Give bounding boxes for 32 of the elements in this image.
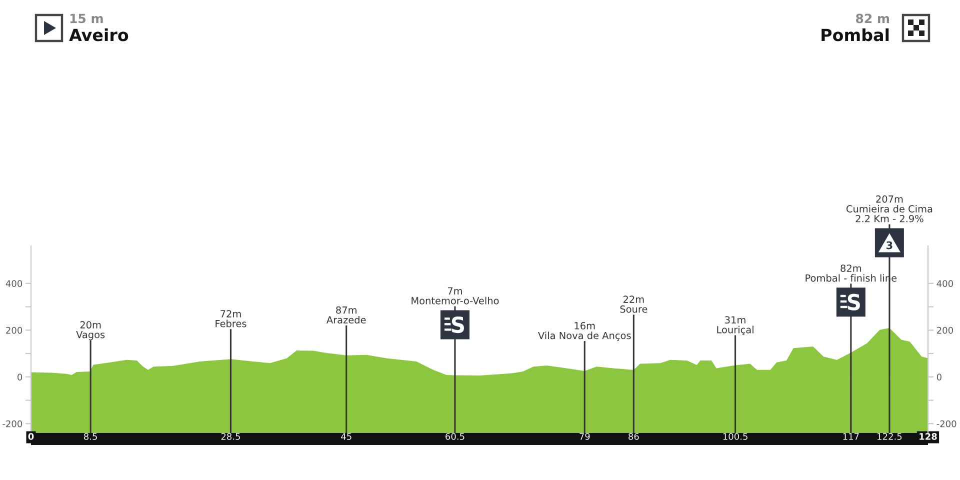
y-tick-label: 0 <box>18 374 22 380</box>
text: 15 m <box>70 14 103 24</box>
ref-line-label: 16m Vila Nova de Anços <box>538 322 631 341</box>
x-tick-label: 8.5 <box>84 433 97 440</box>
y-tick-label: 200 <box>6 326 22 334</box>
y2-tick-label: 400 <box>936 280 953 287</box>
y2-tick-label: 200 <box>936 326 953 334</box>
ref-line-label: 7m Montemor-o-Velho <box>412 287 499 304</box>
ref-line-label: 31m Louriçal <box>717 316 754 336</box>
text: Pombal <box>822 28 889 42</box>
x-tick-label: 79 <box>580 433 590 440</box>
x-tick-label: 60.5 <box>446 433 464 440</box>
y2-tick-label: 0 <box>936 374 942 380</box>
text: 82 m <box>856 14 890 24</box>
y-tick-label: 400 <box>6 280 22 287</box>
x-tick-label: 45 <box>341 433 352 440</box>
x-tick-label: 128 <box>920 433 937 440</box>
x-tick-label: 122.5 <box>878 433 902 440</box>
x-tick-label: 86 <box>628 433 639 440</box>
ref-line-label: 22m Soure <box>620 296 648 313</box>
x-tick-label: 100.5 <box>723 433 748 440</box>
y-tick-label: -200 <box>2 420 22 428</box>
ref-line-label: 87m Arazede <box>326 306 366 324</box>
text: Aveiro <box>69 28 128 42</box>
annotation: 3 <box>886 241 892 250</box>
ref-line-label: 207m Cumieira de Cima 2.2 Km - 2.9% <box>846 195 932 222</box>
ref-line-label: 20m Vagos <box>76 321 105 340</box>
x-tick-label: 28.5 <box>221 433 240 440</box>
y2-tick-label: -200 <box>936 420 956 428</box>
x-tick-label: 117 <box>843 433 859 440</box>
ref-line-label: 72m Febres <box>216 310 246 328</box>
x-tick-label: 0 <box>28 433 34 440</box>
